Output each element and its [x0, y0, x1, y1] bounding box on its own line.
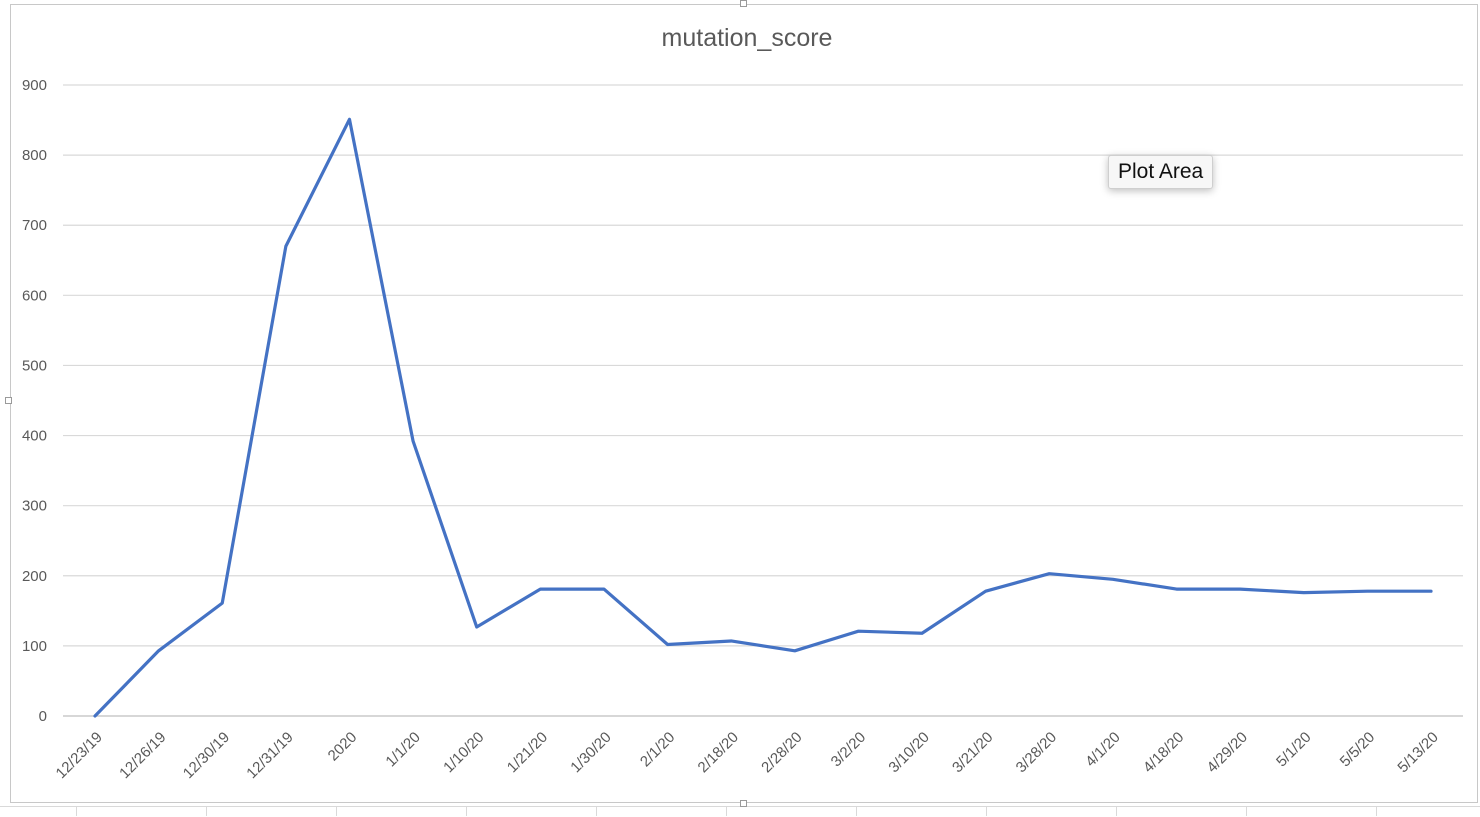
line-chart[interactable]: mutation_score 0 100 200 300 400 500 600 700 800…	[11, 5, 1479, 804]
y-tick-label: 500	[22, 357, 47, 374]
series-line[interactable]	[93, 117, 1433, 718]
data-point[interactable]	[1238, 587, 1242, 591]
gridlines	[63, 84, 1463, 647]
data-point[interactable]	[1047, 571, 1051, 575]
data-point[interactable]	[1302, 590, 1306, 594]
y-tick-label: 0	[39, 708, 47, 725]
y-axis: 0 100 200 300 400 500 600 700 800 900	[22, 77, 47, 725]
y-tick-label: 200	[22, 568, 47, 585]
chart-container[interactable]: mutation_score 0 100 200 300 400 500 600 700 800…	[10, 4, 1478, 803]
y-tick-label: 400	[22, 428, 47, 445]
x-tick-label: 2/18/20	[695, 729, 742, 776]
y-tick-label: 100	[22, 638, 47, 655]
x-tick-label: 1/1/20	[382, 729, 424, 771]
sheet-column-divider	[336, 806, 337, 816]
x-tick-label: 5/13/20	[1394, 729, 1441, 776]
x-tick-label: 3/21/20	[949, 729, 996, 776]
data-point[interactable]	[1365, 589, 1369, 593]
x-tick-label: 4/1/20	[1082, 729, 1124, 771]
data-point[interactable]	[920, 631, 924, 635]
data-point[interactable]	[284, 244, 288, 248]
x-tick-label: 1/30/20	[567, 729, 614, 776]
y-tick-label: 600	[22, 287, 47, 304]
data-point[interactable]	[856, 629, 860, 633]
x-tick-label: 4/29/20	[1204, 729, 1251, 776]
x-tick-label: 4/18/20	[1140, 729, 1187, 776]
x-tick-label: 1/10/20	[440, 729, 487, 776]
y-tick-label: 700	[22, 217, 47, 234]
y-tick-label: 300	[22, 498, 47, 515]
plot-area-tooltip: Plot Area	[1108, 155, 1214, 189]
data-point[interactable]	[665, 642, 669, 646]
data-point[interactable]	[602, 587, 606, 591]
data-point[interactable]	[220, 601, 224, 605]
resize-handle-top[interactable]	[740, 0, 747, 7]
chart-title: mutation_score	[662, 24, 833, 52]
sheet-column-divider	[726, 806, 727, 816]
sheet-column-divider	[76, 806, 77, 816]
x-tick-label: 2020	[325, 729, 361, 765]
x-axis-tick-labels: 12/23/19 12/26/19 12/30/19 12/31/19 2020 1/1/…	[53, 729, 1442, 782]
data-point[interactable]	[1429, 589, 1433, 593]
data-point[interactable]	[1174, 587, 1178, 591]
x-tick-label: 2/28/20	[758, 729, 805, 776]
data-point[interactable]	[983, 589, 987, 593]
y-tick-label: 800	[22, 147, 47, 164]
y-tick-label: 900	[22, 77, 47, 94]
sheet-column-divider	[206, 806, 207, 816]
sheet-column-divider	[856, 806, 857, 816]
sheet-column-divider	[1116, 806, 1117, 816]
data-point[interactable]	[347, 117, 351, 121]
data-point[interactable]	[1111, 577, 1115, 581]
data-point[interactable]	[793, 649, 797, 653]
x-tick-label: 12/26/19	[116, 729, 169, 782]
x-tick-label: 3/28/20	[1013, 729, 1060, 776]
sheet-column-divider	[1376, 806, 1377, 816]
sheet-column-divider	[466, 806, 467, 816]
data-point[interactable]	[475, 625, 479, 629]
sheet-grid-strip	[0, 806, 1480, 817]
x-tick-label: 1/21/20	[504, 729, 551, 776]
data-point[interactable]	[729, 639, 733, 643]
x-tick-label: 2/1/20	[637, 729, 679, 771]
sheet-column-divider	[1246, 806, 1247, 816]
x-tick-label: 5/1/20	[1273, 729, 1315, 771]
resize-handle-bottom[interactable]	[740, 800, 747, 807]
x-tick-label: 12/31/19	[243, 729, 296, 782]
data-point[interactable]	[411, 439, 415, 443]
sheet-column-divider	[596, 806, 597, 816]
x-tick-label: 12/30/19	[180, 729, 233, 782]
data-point[interactable]	[93, 714, 97, 718]
x-tick-label: 3/10/20	[885, 729, 932, 776]
series-layer[interactable]	[93, 117, 1433, 718]
data-point[interactable]	[538, 587, 542, 591]
x-tick-label: 12/23/19	[53, 729, 106, 782]
sheet-column-divider	[986, 806, 987, 816]
resize-handle-left[interactable]	[5, 397, 12, 404]
data-point[interactable]	[156, 649, 160, 653]
x-tick-label: 5/5/20	[1337, 729, 1379, 771]
x-tick-label: 3/2/20	[828, 729, 870, 771]
